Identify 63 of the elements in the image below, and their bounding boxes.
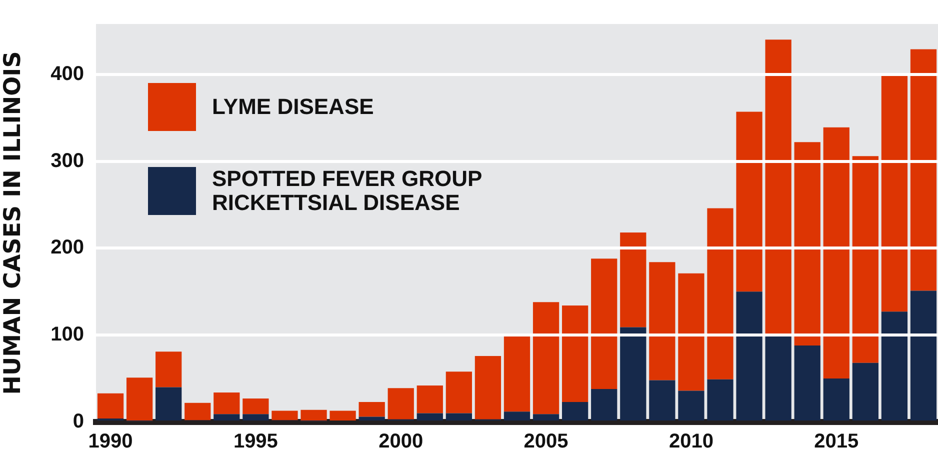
bar (562, 306, 588, 402)
bar (272, 410, 298, 420)
bar (881, 312, 908, 420)
bar (416, 386, 443, 414)
bar (678, 273, 704, 391)
bar (736, 292, 762, 420)
bar (562, 402, 588, 420)
bar (910, 290, 937, 420)
x-tick-label: 1990 (88, 430, 133, 453)
x-tick-label: 2000 (378, 430, 424, 453)
bar (707, 379, 734, 420)
bar (416, 413, 443, 420)
bar (823, 127, 850, 379)
y-tick-label: 300 (50, 150, 84, 172)
bar (591, 388, 618, 420)
bar (474, 356, 502, 420)
x-tick-label: 2005 (524, 430, 568, 453)
bar (504, 412, 530, 420)
bar (881, 74, 908, 312)
bar (446, 413, 472, 420)
y-tick-label: 400 (50, 62, 84, 85)
x-tick-label: 1995 (233, 430, 278, 453)
y-tick-label: 200 (50, 236, 84, 259)
bar (794, 142, 820, 346)
bar (678, 390, 704, 420)
x-tick-label: 2010 (668, 430, 714, 453)
bar (910, 49, 937, 291)
legend-label: LYME DISEASE (212, 94, 375, 119)
bar (794, 346, 820, 420)
bar (242, 398, 269, 414)
legend-label: SPOTTED FEVER GROUP RICKETTSIAL DISEASE (212, 166, 483, 215)
bar (591, 258, 618, 389)
bar (852, 156, 878, 363)
bar (649, 262, 676, 380)
bar (823, 378, 850, 420)
bar (97, 393, 124, 419)
bar (156, 352, 182, 388)
bar (620, 232, 646, 328)
bar (358, 416, 385, 420)
bar (300, 410, 327, 422)
y-axis-title: HUMAN CASES IN ILLINOIS (0, 51, 26, 395)
bar (330, 410, 356, 420)
bar (532, 302, 560, 414)
bar (214, 414, 240, 420)
bar (852, 362, 878, 420)
bar (242, 414, 269, 420)
bar (156, 387, 182, 420)
bar (388, 388, 414, 420)
x-tick-label: 2015 (814, 430, 859, 453)
bar (358, 402, 385, 417)
bar (446, 372, 472, 414)
bar (736, 112, 762, 292)
bar (765, 336, 792, 420)
bar (214, 392, 240, 414)
bar (184, 402, 211, 420)
bar (504, 336, 530, 412)
bar (620, 327, 646, 420)
y-tick-label: 0 (72, 410, 84, 433)
y-tick-label: 100 (50, 324, 84, 346)
bar (649, 380, 676, 420)
bar (126, 378, 153, 422)
bar (532, 414, 560, 420)
bar (707, 208, 734, 380)
